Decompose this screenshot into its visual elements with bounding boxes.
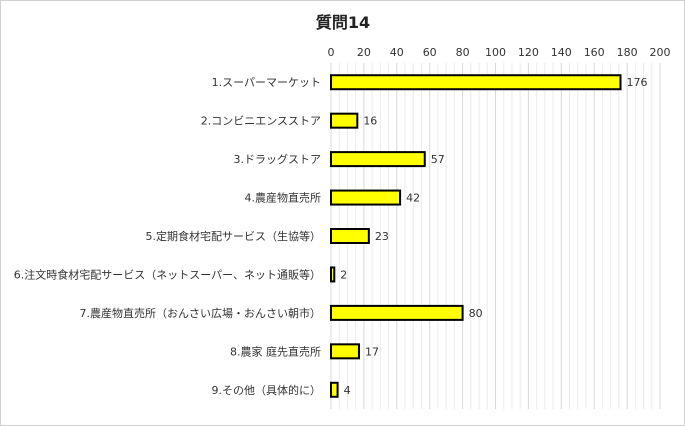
data-label: 23 xyxy=(375,230,389,243)
data-label: 57 xyxy=(431,153,445,166)
x-tick-label: 180 xyxy=(617,46,638,59)
bar xyxy=(330,304,464,321)
x-tick-label: 20 xyxy=(357,46,371,59)
x-axis-ticks: 0 20 40 60 80 100 120 140 160 180 200 xyxy=(328,46,671,59)
bar xyxy=(330,74,622,91)
bar xyxy=(330,228,370,244)
value-labels: 176 16 57 42 23 2 80 17 4 xyxy=(340,76,647,397)
gridlines xyxy=(330,63,661,409)
category-labels: 1.スーパーマーケット 2.コンビニエンスストア 3.ドラッグストア 4.農産物直売所… xyxy=(14,76,321,397)
data-label: 80 xyxy=(469,307,483,320)
data-label: 4 xyxy=(344,384,351,397)
bar xyxy=(330,381,339,398)
bar xyxy=(330,151,426,168)
category-label: 2.コンビニエンスストア xyxy=(201,115,321,128)
x-tick-label: 0 xyxy=(328,46,335,59)
x-tick-label: 200 xyxy=(650,46,671,59)
x-tick-label: 120 xyxy=(518,46,539,59)
data-label: 42 xyxy=(406,192,420,205)
x-tick-label: 140 xyxy=(551,46,572,59)
category-label: 7.農産物直売所（おんさい広場・おんさい朝市） xyxy=(80,306,322,320)
x-tick-label: 60 xyxy=(423,46,437,59)
data-label: 176 xyxy=(627,76,648,89)
x-tick-label: 160 xyxy=(584,46,605,59)
data-label: 2 xyxy=(340,268,347,281)
x-tick-label: 40 xyxy=(390,46,404,59)
x-tick-label: 80 xyxy=(456,46,470,59)
data-label: 16 xyxy=(363,115,377,128)
bar xyxy=(330,189,402,206)
bar xyxy=(330,343,360,360)
x-tick-label: 100 xyxy=(485,46,506,59)
bar xyxy=(330,112,359,129)
category-label: 9.その他（具体的に） xyxy=(212,383,322,397)
bars xyxy=(330,74,622,398)
category-label: 3.ドラッグストア xyxy=(234,152,322,166)
chart-title: 質問14 xyxy=(316,13,370,32)
category-label: 1.スーパーマーケット xyxy=(212,76,321,89)
data-label: 17 xyxy=(365,345,379,358)
category-label: 6.注文時食材宅配サービス（ネットスーパー、ネット通販等） xyxy=(14,267,321,281)
category-label: 8.農家 庭先直売所 xyxy=(230,344,321,358)
category-label: 4.農産物直売所 xyxy=(245,191,322,205)
bar xyxy=(330,266,336,283)
category-label: 5.定期食材宅配サービス（生協等） xyxy=(146,229,322,243)
